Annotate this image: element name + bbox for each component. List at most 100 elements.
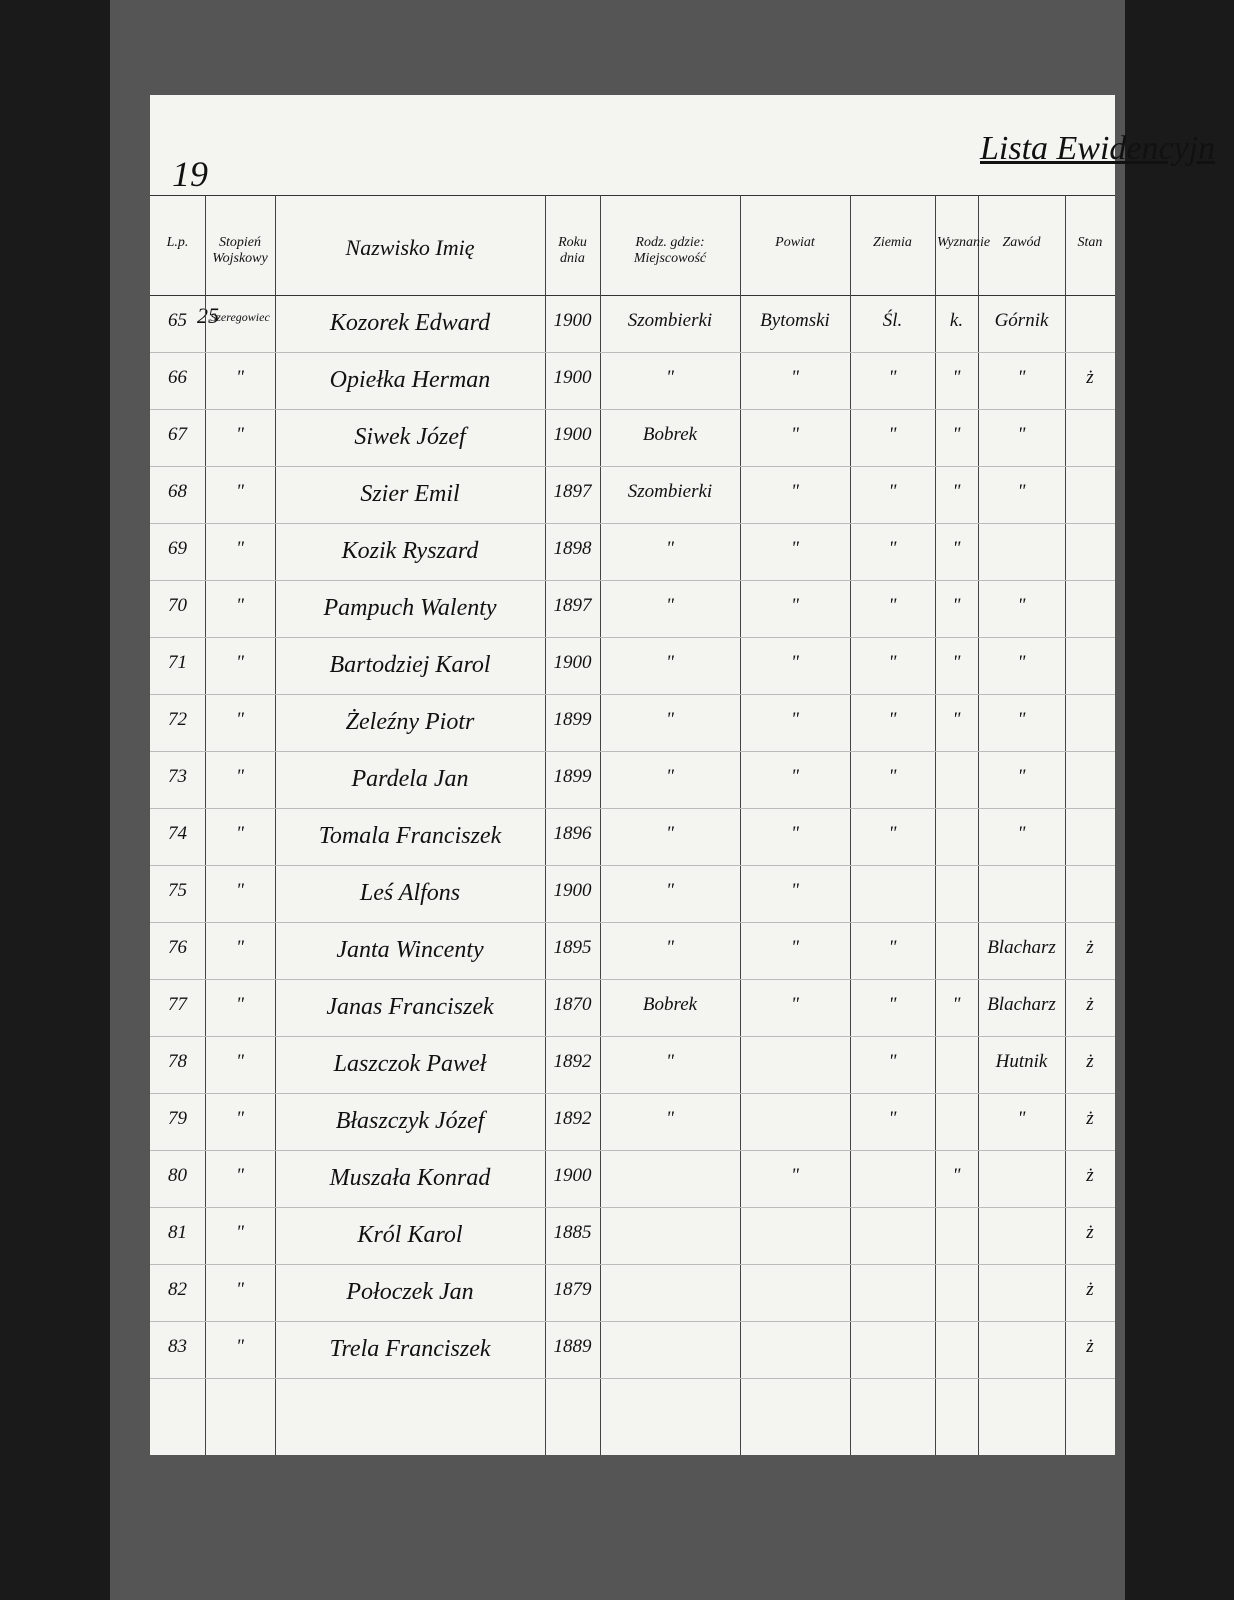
cell: 75 — [168, 880, 187, 901]
cell: ż — [1086, 1051, 1094, 1072]
cell: 69 — [168, 538, 187, 559]
cell: 1870 — [553, 994, 592, 1015]
cell: ż — [1086, 1222, 1094, 1243]
cell: " — [666, 937, 674, 958]
cell: ż — [1086, 1279, 1094, 1300]
cell: ż — [1086, 937, 1094, 958]
cell: Muszała Konrad — [329, 1165, 491, 1191]
cell: Górnik — [994, 310, 1049, 331]
cell: Błaszczyk Józef — [335, 1108, 485, 1134]
cell: Szier Emil — [360, 481, 460, 507]
cell: 1895 — [553, 937, 592, 958]
cell: " — [236, 1108, 244, 1129]
cell: 1896 — [553, 823, 592, 844]
scan-border — [0, 0, 110, 1600]
cell: Żeleźny Piotr — [345, 709, 475, 735]
cell: 1900 — [553, 652, 592, 673]
cell: k. — [949, 310, 964, 331]
cell: ż — [1086, 1336, 1094, 1357]
cell: " — [1017, 652, 1026, 673]
cell: " — [952, 595, 961, 616]
row-rule — [150, 922, 1115, 923]
row-rule — [150, 523, 1115, 524]
column-header: Powiat — [775, 235, 815, 250]
row-rule — [150, 694, 1115, 695]
cell: 77 — [168, 994, 187, 1015]
cell: Śl. — [882, 310, 903, 331]
cell: 1885 — [553, 1222, 592, 1243]
cell: Opiełka Herman — [329, 367, 491, 393]
cell: " — [791, 424, 799, 445]
row-rule — [150, 1150, 1115, 1151]
cell: " — [236, 1279, 244, 1300]
column-rule — [935, 195, 936, 1455]
column-rule — [978, 195, 979, 1455]
cell: " — [888, 595, 897, 616]
cell: Hutnik — [995, 1051, 1048, 1072]
cell: " — [791, 595, 799, 616]
cell: " — [888, 823, 897, 844]
row-rule — [150, 751, 1115, 752]
column-header: Zawód — [1002, 235, 1041, 250]
cell: " — [666, 367, 674, 388]
cell: 1900 — [553, 880, 592, 901]
row-rule — [150, 1093, 1115, 1094]
cell: ż — [1086, 1108, 1094, 1129]
cell: " — [1017, 766, 1026, 787]
row-rule — [150, 808, 1115, 809]
cell: " — [791, 994, 799, 1015]
cell: " — [888, 652, 897, 673]
cell: 1900 — [553, 310, 592, 331]
cell: " — [666, 766, 674, 787]
rule — [150, 295, 1115, 296]
column-header: Stopień Wojskowy — [212, 235, 268, 266]
cell: " — [236, 367, 244, 388]
row-rule — [150, 1321, 1115, 1322]
cell: 67 — [168, 424, 187, 445]
cell: ż — [1086, 1165, 1094, 1186]
cell: Król Karol — [357, 1222, 463, 1248]
cell: 71 — [168, 652, 187, 673]
cell: Blacharz — [987, 994, 1056, 1015]
cell: 1892 — [553, 1108, 592, 1129]
cell: ż — [1086, 994, 1094, 1015]
cell: " — [666, 595, 674, 616]
cell: " — [791, 766, 799, 787]
page-number: 19 — [172, 154, 208, 194]
cell: " — [888, 709, 897, 730]
cell: 80 — [168, 1165, 187, 1186]
row-rule — [150, 865, 1115, 866]
cell: " — [236, 1051, 244, 1072]
cell: Bartodziej Karol — [329, 652, 491, 678]
cell: Laszczok Paweł — [333, 1051, 487, 1077]
cell: " — [952, 367, 961, 388]
column-rule — [275, 195, 276, 1455]
cell: " — [888, 367, 897, 388]
cell: " — [888, 1108, 897, 1129]
row-rule — [150, 352, 1115, 353]
cell: " — [1017, 424, 1026, 445]
cell: Bytomski — [760, 310, 830, 331]
column-rule — [600, 195, 601, 1455]
annotation: 25 — [197, 303, 219, 328]
cell: 1892 — [553, 1051, 592, 1072]
cell: " — [236, 424, 244, 445]
cell: " — [888, 1051, 897, 1072]
cell: " — [236, 595, 244, 616]
cell: " — [1017, 823, 1026, 844]
cell: " — [236, 1336, 244, 1357]
cell: " — [952, 994, 961, 1015]
cell: " — [1017, 1108, 1026, 1129]
column-rule — [850, 195, 851, 1455]
rule — [150, 195, 1115, 196]
cell: 70 — [168, 595, 187, 616]
cell: 1900 — [553, 1165, 592, 1186]
cell: 1897 — [553, 595, 592, 616]
scan-border — [1125, 0, 1234, 1600]
cell: " — [952, 1165, 961, 1186]
column-header: Nazwisko Imię — [345, 235, 475, 260]
cell: " — [888, 481, 897, 502]
cell: 1889 — [553, 1336, 592, 1357]
cell: Bobrek — [642, 994, 698, 1015]
